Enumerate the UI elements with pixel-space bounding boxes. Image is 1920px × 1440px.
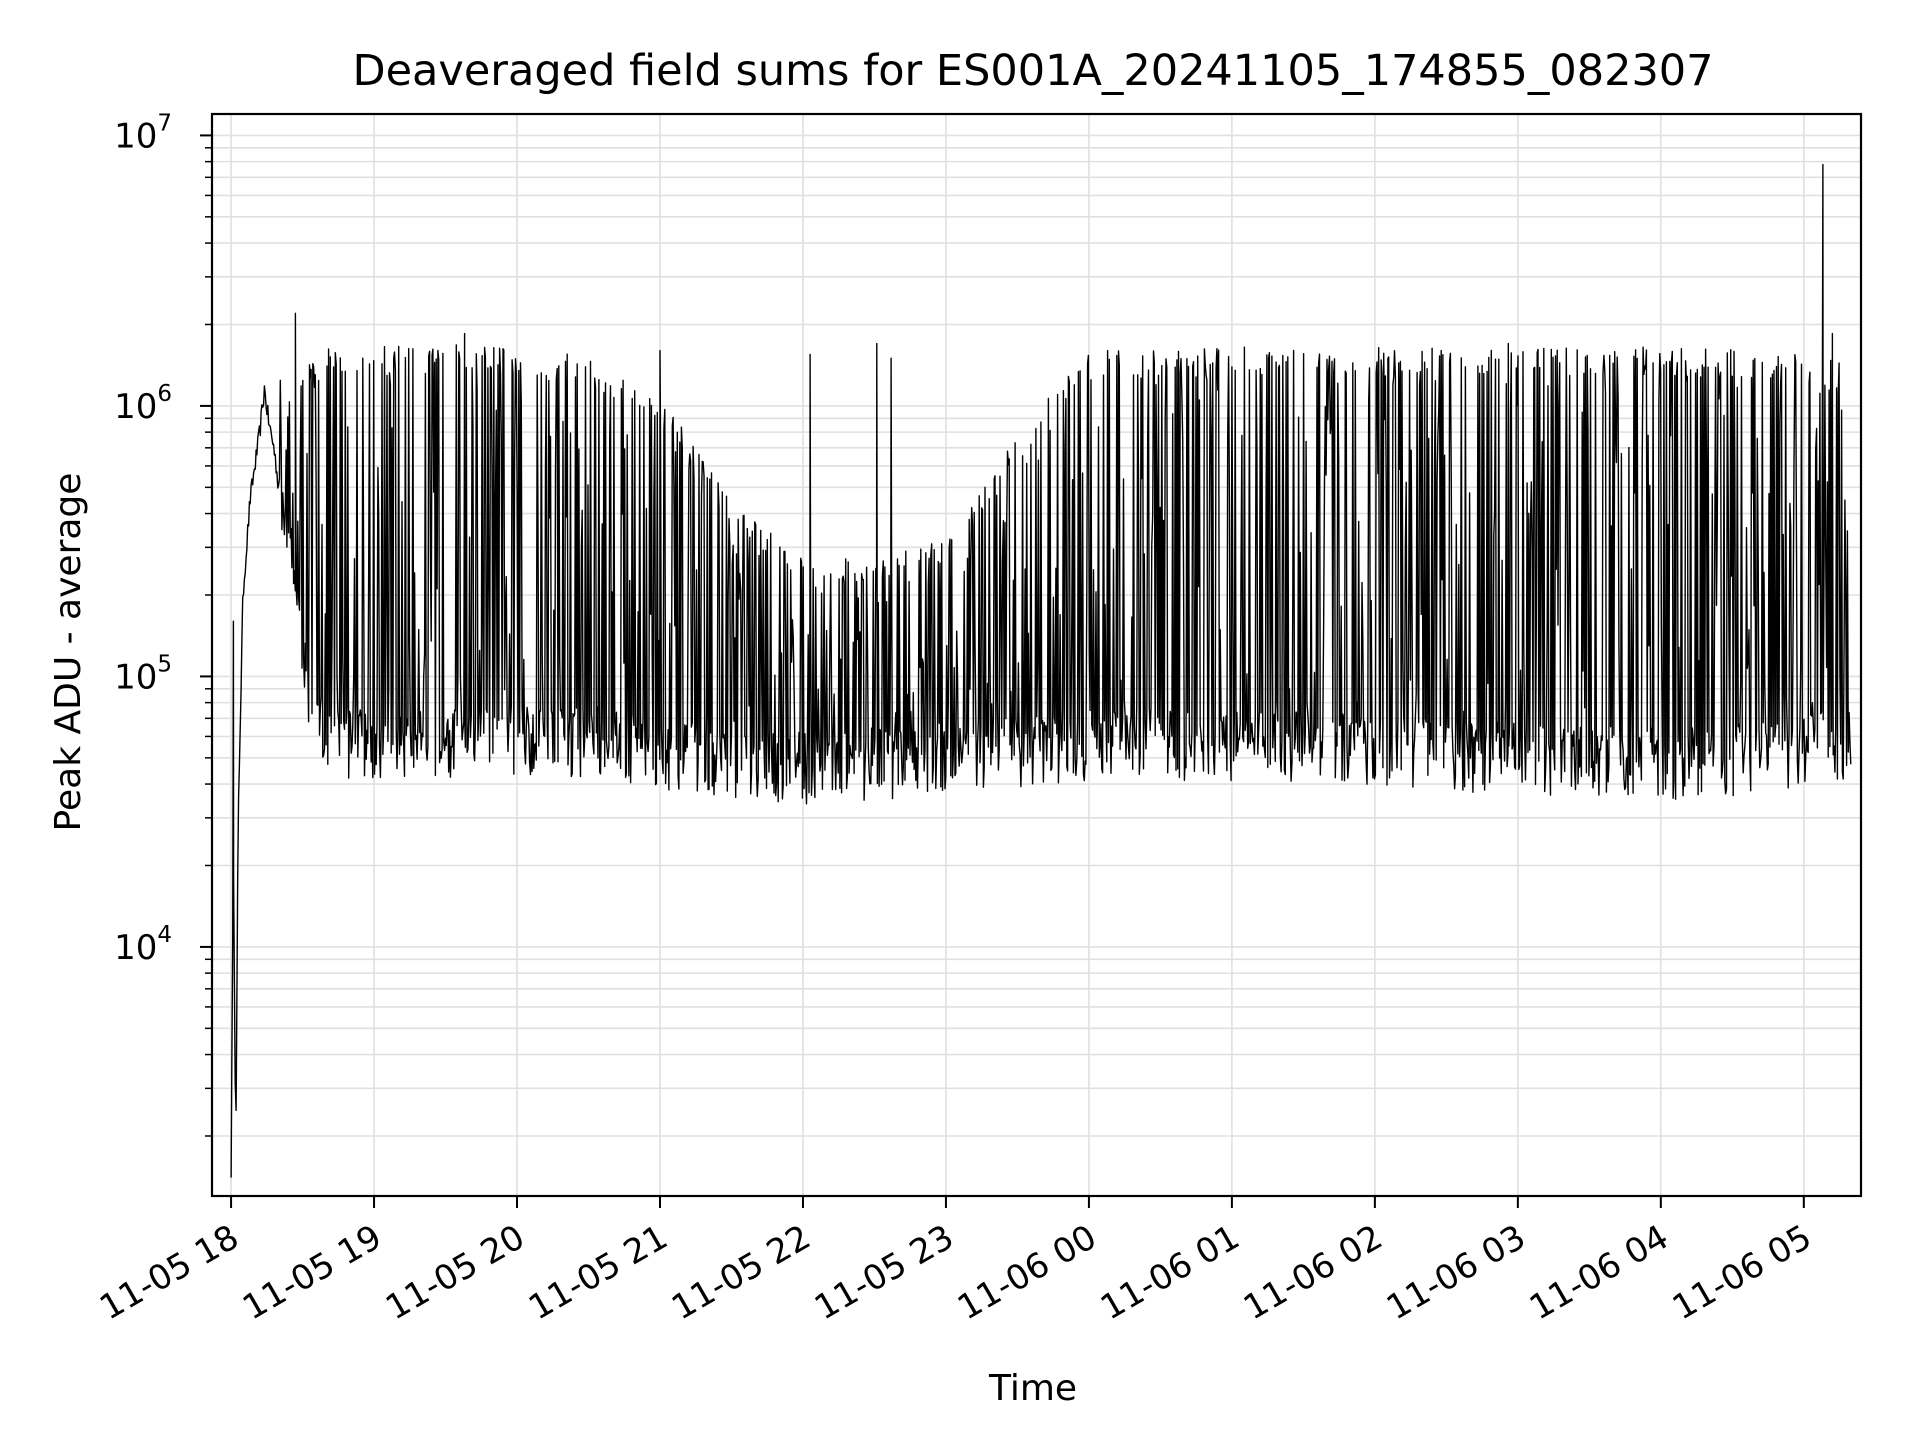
y-tick-label: 105: [114, 651, 172, 697]
y-axis: 104 105 106 107: [114, 110, 212, 1137]
series-line: [230, 163, 1852, 1178]
y-tick-label: 104: [114, 922, 172, 968]
y-tick-label: 107: [114, 110, 172, 156]
y-axis-label: Peak ADU - average: [48, 473, 89, 832]
chart-title: Deaveraged field sums for ES001A_2024110…: [352, 46, 1713, 96]
y-tick-label: 106: [114, 381, 172, 427]
x-axis-label: Time: [988, 1368, 1077, 1409]
plot-frame: [210, 112, 1863, 1198]
data-series: [230, 163, 1852, 1178]
